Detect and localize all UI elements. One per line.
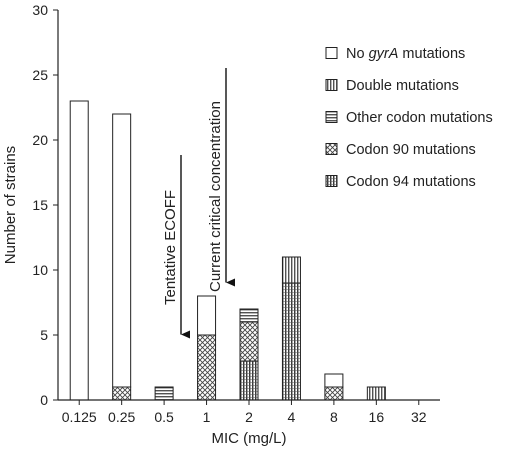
y-tick-label: 5	[40, 327, 48, 343]
y-tick-label: 25	[32, 67, 48, 83]
y-tick-label: 30	[32, 2, 48, 18]
legend-label: Codon 90 mutations	[346, 142, 476, 158]
bar-segment	[197, 334, 217, 401]
x-tick-label: 0.5	[154, 409, 174, 425]
bar-segment	[69, 100, 89, 401]
x-tick-label: 32	[411, 409, 427, 425]
legend-swatch	[325, 79, 338, 91]
legend-label: No gyrA mutations	[346, 46, 465, 62]
y-tick-label: 10	[32, 262, 48, 278]
legend-label: Double mutations	[346, 78, 459, 94]
axes: 0 5 10 15 20 25 30 0.125 0.25 0.5 1 2 4 8 16 32 MIC (mg/…	[2, 2, 440, 447]
x-tick-label: 4	[288, 409, 296, 425]
bar-segment	[112, 386, 132, 401]
y-tick-label: 20	[32, 132, 48, 148]
bar-segment	[239, 360, 259, 401]
legend-label: Codon 94 mutations	[346, 174, 476, 190]
legend-label: Other codon mutations	[346, 110, 493, 126]
y-tick-label: 0	[40, 392, 48, 408]
bar-segment	[281, 256, 301, 284]
annotation-label: Current critical concentration	[207, 101, 224, 292]
bar-segment	[239, 308, 259, 323]
x-tick-label: 0.125	[62, 409, 97, 425]
x-axis-label: MIC (mg/L)	[212, 430, 287, 447]
bars-layer	[69, 100, 386, 401]
bar-segment	[112, 113, 132, 388]
bar-segment	[324, 373, 344, 388]
legend-swatch	[325, 47, 338, 59]
y-axis-label: Number of strains	[2, 146, 19, 264]
bar-segment	[197, 295, 217, 336]
bar-segment	[281, 282, 301, 401]
legend-swatch	[325, 111, 338, 123]
x-tick-label: 2	[245, 409, 253, 425]
x-tick-label: 1	[203, 409, 211, 425]
bar-segment	[324, 386, 344, 401]
x-tick-label: 0.25	[108, 409, 135, 425]
annotations: Tentative ECOFF Current critical concentr…	[162, 68, 235, 339]
bar-segment	[366, 386, 386, 401]
bar-segment	[239, 321, 259, 362]
bar-segment	[154, 386, 174, 401]
x-tick-label: 16	[369, 409, 385, 425]
y-tick-label: 15	[32, 197, 48, 213]
legend-swatch	[325, 143, 338, 155]
legend: No gyrA mutations Double mutations Other c…	[325, 46, 493, 190]
annotation-label: Tentative ECOFF	[162, 190, 179, 305]
x-tick-label: 8	[330, 409, 338, 425]
legend-swatch	[325, 175, 338, 187]
